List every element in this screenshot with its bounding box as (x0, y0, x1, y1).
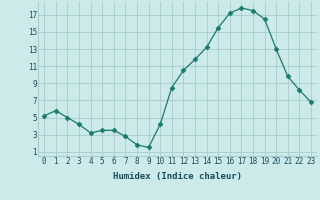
X-axis label: Humidex (Indice chaleur): Humidex (Indice chaleur) (113, 172, 242, 181)
